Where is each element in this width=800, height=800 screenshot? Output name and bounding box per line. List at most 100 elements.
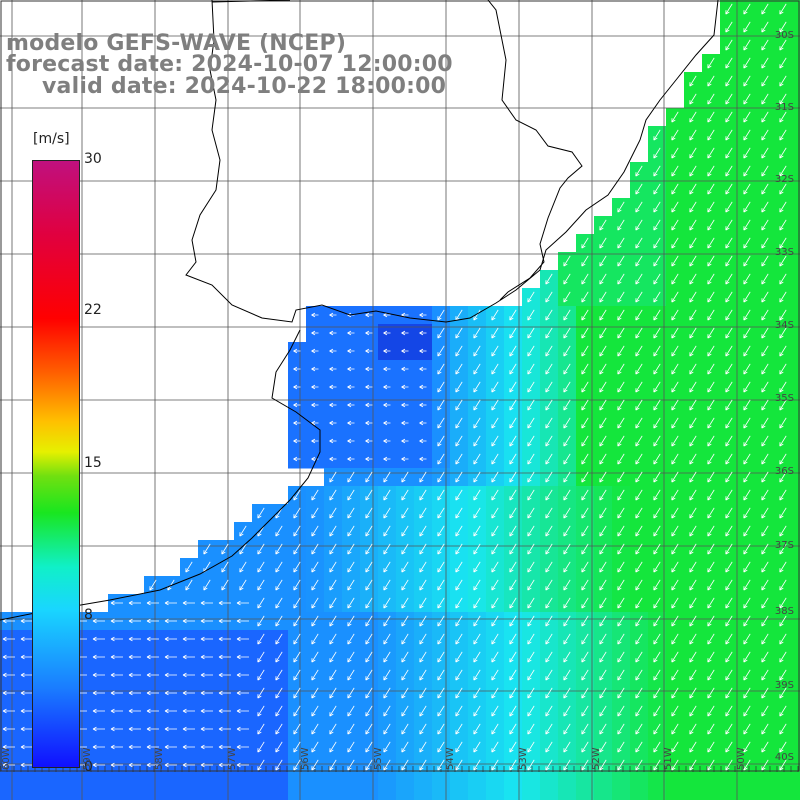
wind-arrow [581,579,589,591]
wind-arrow [128,744,141,750]
wind-arrow [743,597,751,609]
wind-arrow [419,471,427,483]
wind-cell [306,792,325,800]
wind-arrow [725,129,733,141]
wind-arrow [545,327,553,339]
wind-arrow [419,402,427,408]
wind-arrow [725,561,733,573]
wind-arrow [653,633,661,645]
wind-arrow [437,669,445,681]
wind-arrow [110,618,123,624]
wind-arrow [365,633,373,645]
wind-cell [594,774,613,793]
wind-arrow [743,471,751,483]
wind-arrow [689,633,697,645]
wind-arrow [311,438,319,444]
wind-arrow [707,525,715,537]
wind-arrow [545,615,553,627]
wind-arrow [329,525,337,537]
wind-cell [792,522,800,541]
wind-arrow [182,708,195,714]
wind-arrow [257,543,265,555]
wind-arrow [419,597,427,609]
wind-cell [468,774,487,793]
wind-arrow [761,129,769,141]
wind-arrow [599,525,607,537]
wind-arrow [437,579,445,591]
wind-arrow [725,111,733,123]
wind-arrow [329,705,337,717]
wind-arrow [347,561,355,573]
wind-arrow [779,687,787,699]
wind-arrow [419,759,427,771]
wind-arrow [527,597,535,609]
wind-cell [720,792,739,800]
wind-arrow [347,579,355,591]
wind-arrow [743,291,751,303]
wind-cell [180,792,199,800]
wind-arrow [725,633,733,645]
wind-arrow [779,309,787,321]
wind-arrow [185,561,193,573]
latitude-label: 33S [774,247,794,258]
wind-arrow [707,687,715,699]
wind-cell [576,792,595,800]
wind-arrow [293,597,301,609]
wind-arrow [218,744,231,750]
wind-arrow [761,183,769,195]
wind-arrow [563,273,571,285]
wind-arrow [563,255,571,267]
wind-arrow [527,669,535,681]
wind-arrow [743,21,751,33]
wind-arrow [365,348,373,354]
wind-arrow [743,75,751,87]
wind-cell [792,720,800,739]
wind-arrow [689,687,697,699]
wind-arrow [218,708,231,714]
longitude-label: 50W [736,747,747,770]
wind-arrow [635,723,643,735]
wind-arrow [455,651,463,663]
wind-arrow [491,669,499,681]
wind-arrow [653,183,661,195]
wind-arrow [761,453,769,465]
wind-arrow [617,273,625,285]
wind-arrow [455,597,463,609]
wind-arrow [743,759,751,771]
wind-arrow [599,633,607,645]
wind-arrow [545,741,553,753]
wind-arrow [164,708,177,714]
wind-arrow [779,57,787,69]
wind-arrow [689,543,697,555]
wind-arrow [779,75,787,87]
wind-arrow [725,705,733,717]
wind-arrow [491,381,499,393]
wind-arrow [761,597,769,609]
wind-arrow [743,615,751,627]
wind-arrow [653,201,661,213]
wind-arrow [707,75,715,87]
wind-arrow [311,633,319,645]
wind-cell [486,792,505,800]
wind-cell [36,774,55,793]
wind-arrow [563,507,571,519]
wind-cell [792,198,800,217]
wind-arrow [419,330,427,336]
wind-arrow [347,525,355,537]
wind-arrow [311,723,319,735]
wind-arrow [437,327,445,339]
wind-arrow [761,489,769,501]
wind-arrow [293,438,301,444]
wind-cell [486,774,505,793]
wind-arrow [128,600,141,606]
wind-arrow [545,471,553,483]
wind-arrow [311,597,319,609]
wind-arrow [473,489,481,501]
wind-arrow [563,435,571,447]
wind-arrow [347,687,355,699]
wind-arrow [617,201,625,213]
wind-arrow [455,759,463,771]
wind-arrow [401,543,409,555]
wind-arrow [275,543,283,555]
wind-arrow [491,471,499,483]
